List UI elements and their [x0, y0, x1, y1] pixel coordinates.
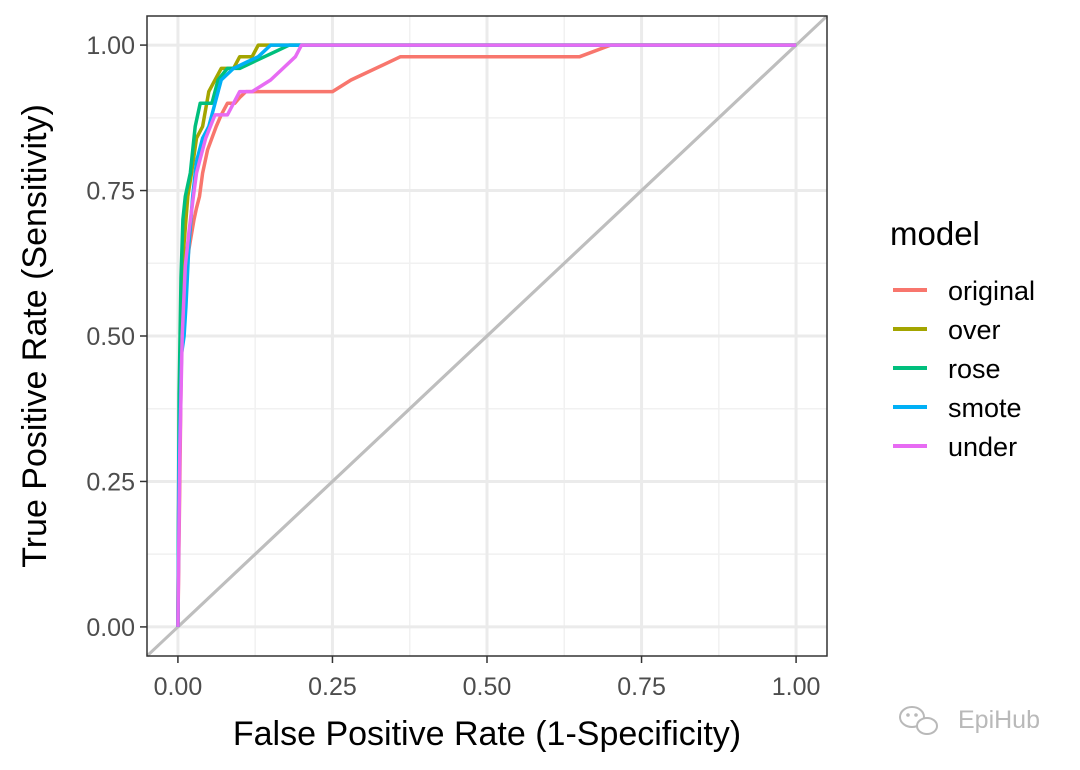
legend-items: original over rose smote under: [893, 276, 1035, 462]
x-tick-label: 1.00: [772, 673, 821, 701]
x-tick-label: 0.00: [154, 673, 203, 701]
legend-item-over: over: [893, 315, 1001, 345]
y-tick-label: 1.00: [86, 32, 135, 60]
y-tick-labels: 0.00 0.25 0.50 0.75 1.00: [86, 32, 135, 642]
legend-label-smote: smote: [948, 393, 1022, 423]
x-axis-title: False Positive Rate (1-Specificity): [233, 715, 741, 753]
x-tick-label: 0.25: [308, 673, 357, 701]
series-lines: [176, 43, 797, 627]
legend-label-original: original: [948, 276, 1035, 306]
x-tick-label: 0.75: [617, 673, 666, 701]
legend-item-rose: rose: [893, 354, 1001, 384]
y-tick-label: 0.50: [86, 323, 135, 351]
legend-label-rose: rose: [948, 354, 1001, 384]
legend-item-smote: smote: [893, 393, 1022, 423]
reference-diagonal: [145, 14, 829, 658]
legend: model original over rose smote under: [890, 215, 1035, 462]
y-tick-label: 0.25: [86, 468, 135, 496]
y-axis-title: True Positive Rate (Sensitivity): [16, 104, 54, 568]
watermark-text: EpiHub: [958, 706, 1040, 734]
wechat-icon: [899, 706, 938, 735]
y-tick-label: 0.00: [86, 614, 135, 642]
watermark: EpiHub: [899, 706, 1040, 735]
legend-title: model: [890, 215, 980, 252]
legend-label-under: under: [948, 432, 1017, 462]
reference-diagonal-extended: [145, 14, 829, 658]
x-tick-labels: 0.00 0.25 0.50 0.75 1.00: [154, 673, 821, 701]
legend-label-over: over: [948, 315, 1001, 345]
series-line-under: [176, 43, 797, 627]
x-tick-label: 0.50: [463, 673, 512, 701]
series-line-rose: [176, 43, 797, 627]
axis-ticks: [140, 44, 797, 663]
legend-item-original: original: [893, 276, 1035, 306]
y-tick-label: 0.75: [86, 178, 135, 206]
legend-item-under: under: [893, 432, 1017, 462]
